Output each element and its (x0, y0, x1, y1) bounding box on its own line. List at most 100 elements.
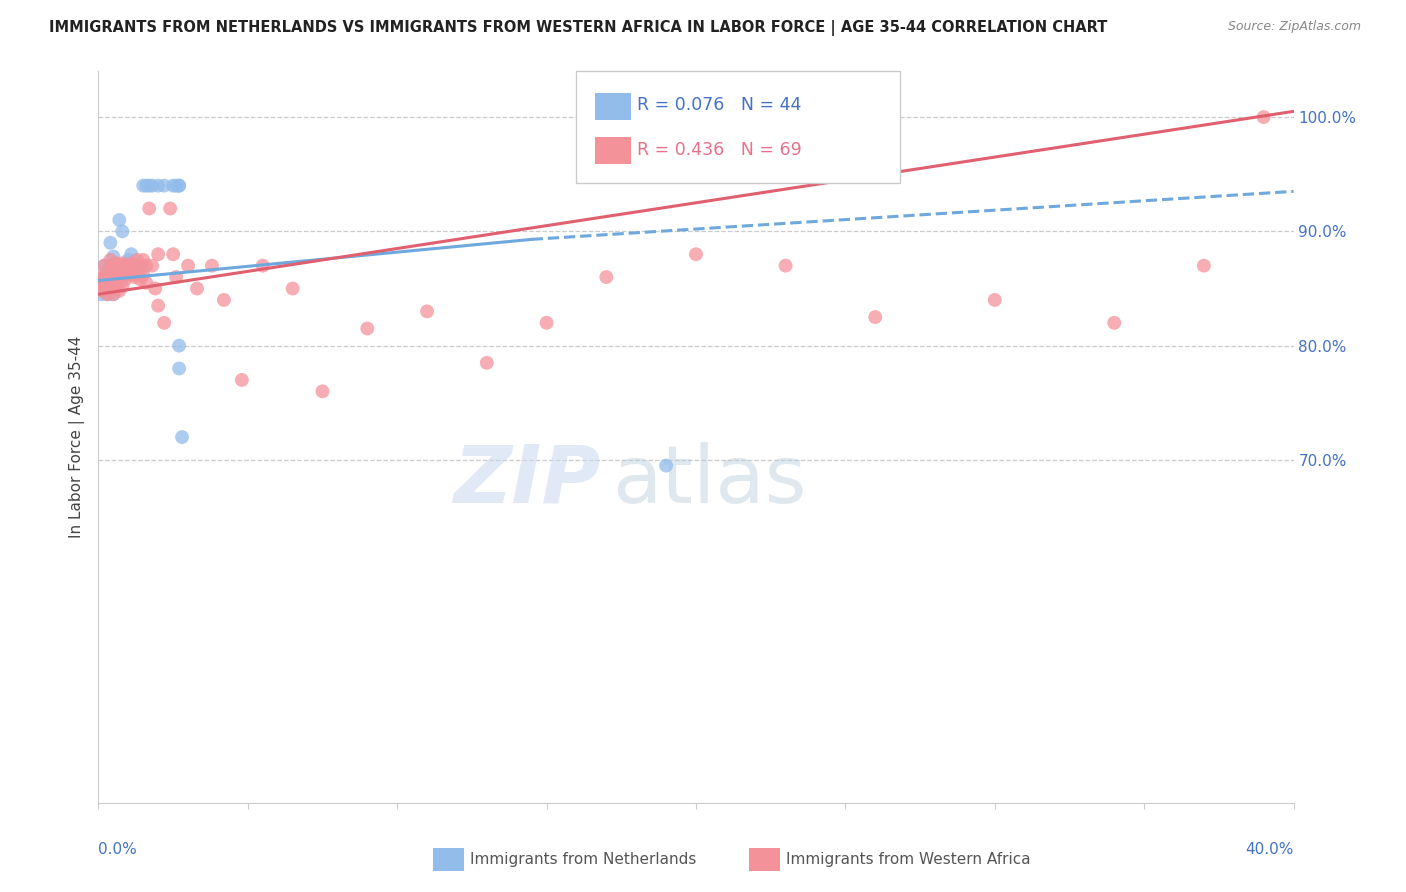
Point (96, 264, 118, 278)
Point (984, 293, 1007, 307)
Point (98, 270, 122, 285)
Point (127, 268, 149, 282)
Point (129, 259, 152, 273)
Point (111, 224, 134, 238)
Point (105, 281, 128, 295)
Point (96, 287, 118, 301)
Point (177, 259, 200, 273)
Text: Immigrants from Netherlands: Immigrants from Netherlands (470, 853, 696, 867)
Point (167, 178, 190, 193)
Point (108, 270, 131, 285)
Point (117, 268, 139, 282)
Point (124, 259, 146, 273)
Point (117, 252, 139, 267)
Point (111, 268, 134, 282)
Point (356, 321, 378, 335)
Point (90, 287, 112, 301)
Point (114, 259, 136, 273)
Point (105, 276, 128, 290)
Point (105, 259, 128, 273)
Point (120, 247, 142, 261)
Point (98, 252, 122, 267)
Point (90, 270, 112, 285)
Point (132, 268, 155, 282)
Point (103, 259, 125, 273)
Point (167, 361, 190, 376)
Point (167, 178, 190, 193)
Point (162, 178, 184, 193)
Point (1192, 259, 1215, 273)
Point (135, 259, 157, 273)
Point (165, 270, 187, 285)
Text: Source: ZipAtlas.com: Source: ZipAtlas.com (1227, 20, 1361, 33)
Point (865, 310, 887, 324)
Point (111, 279, 134, 293)
Text: R = 0.436   N = 69: R = 0.436 N = 69 (637, 141, 801, 159)
Point (141, 259, 163, 273)
Point (153, 316, 176, 330)
Point (90, 276, 112, 290)
Point (165, 178, 187, 193)
Point (103, 272, 125, 286)
Point (536, 316, 558, 330)
Text: IMMIGRANTS FROM NETHERLANDS VS IMMIGRANTS FROM WESTERN AFRICA IN LABOR FORCE | A: IMMIGRANTS FROM NETHERLANDS VS IMMIGRANT… (49, 20, 1108, 36)
Point (108, 284, 131, 298)
Text: R = 0.076   N = 44: R = 0.076 N = 44 (637, 96, 801, 114)
Point (90, 281, 112, 295)
Point (595, 270, 617, 285)
Point (124, 270, 146, 285)
Point (98, 281, 122, 295)
Point (98, 259, 122, 273)
Point (124, 259, 146, 273)
Point (416, 304, 439, 318)
Text: 40.0%: 40.0% (1246, 842, 1294, 856)
Point (129, 264, 152, 278)
Point (98, 276, 122, 290)
Text: atlas: atlas (613, 442, 807, 520)
Text: 0.0%: 0.0% (98, 842, 138, 856)
Point (475, 356, 498, 370)
Point (111, 270, 134, 285)
Point (120, 268, 142, 282)
Point (1253, 110, 1275, 124)
Point (103, 287, 125, 301)
Point (98, 268, 122, 282)
Point (103, 250, 125, 264)
Text: Immigrants from Western Africa: Immigrants from Western Africa (786, 853, 1031, 867)
Point (231, 373, 253, 387)
Point (143, 281, 166, 295)
Point (108, 259, 131, 273)
Point (132, 178, 155, 193)
Point (201, 259, 224, 273)
Point (159, 202, 181, 216)
Point (93, 270, 115, 285)
Point (96, 264, 118, 278)
Point (281, 281, 304, 295)
Point (141, 178, 163, 193)
Point (93, 270, 115, 285)
Point (148, 178, 170, 193)
Point (114, 272, 136, 286)
Point (103, 270, 125, 285)
Point (167, 338, 190, 352)
Point (212, 293, 235, 307)
Point (93, 279, 115, 293)
Point (105, 270, 128, 285)
Point (127, 259, 149, 273)
Point (138, 178, 160, 193)
Point (103, 287, 125, 301)
Point (135, 178, 157, 193)
Point (1104, 316, 1126, 330)
Point (117, 259, 139, 273)
Point (172, 430, 194, 444)
Point (93, 276, 115, 290)
Point (96, 287, 118, 301)
Point (105, 256, 128, 270)
Point (127, 252, 149, 267)
Point (148, 299, 170, 313)
Point (252, 259, 274, 273)
Point (311, 384, 333, 399)
Point (775, 259, 797, 273)
Point (162, 247, 184, 261)
Point (108, 213, 131, 227)
